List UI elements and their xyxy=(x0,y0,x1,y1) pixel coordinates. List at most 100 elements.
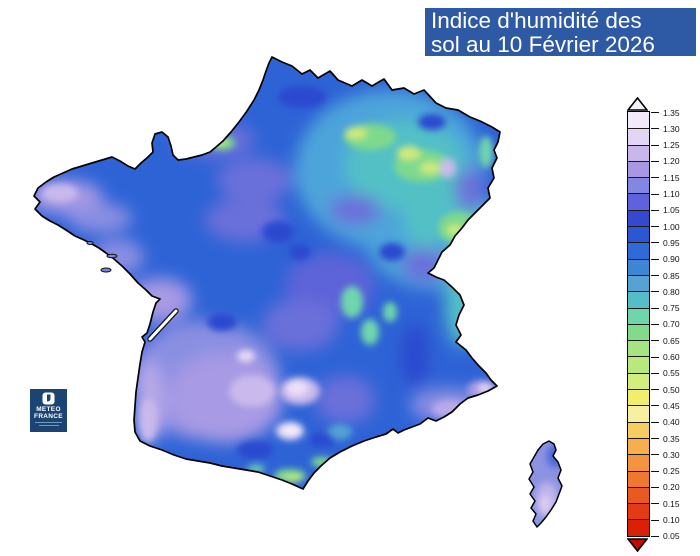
legend-tick-label: 0.85 xyxy=(663,270,680,281)
legend-segment xyxy=(628,519,649,536)
legend-segment xyxy=(628,470,649,487)
legend-segment xyxy=(628,323,649,341)
map-title: Indice d'humidité des sol au 10 Février … xyxy=(425,8,696,56)
legend-segment xyxy=(628,307,649,324)
legend-tick-label: 0.45 xyxy=(663,400,680,411)
legend-tick-label: 0.20 xyxy=(663,482,680,493)
legend-tick-label: 1.00 xyxy=(663,221,680,232)
legend-tick-label: 1.35 xyxy=(663,107,680,118)
legend-segment xyxy=(628,128,649,145)
legend-segment xyxy=(628,340,649,357)
legend-tick-mark xyxy=(651,454,659,456)
legend-tick-mark xyxy=(651,323,659,325)
legend-tick-label: 0.25 xyxy=(663,466,680,477)
legend-tick-label: 0.70 xyxy=(663,319,680,330)
legend-tick-label: 1.30 xyxy=(663,123,680,134)
legend-segment xyxy=(628,160,649,178)
legend-tick-mark xyxy=(651,356,659,358)
legend-segment xyxy=(628,209,649,227)
legend-tick-mark xyxy=(651,209,659,211)
legend-segment xyxy=(628,258,649,275)
legend-up-arrow xyxy=(627,97,648,111)
map-title-line2: sol au 10 Février 2026 xyxy=(431,31,655,57)
down-arrow-shape xyxy=(627,538,648,552)
legend-tick-mark xyxy=(651,177,659,179)
meteo-france-logo: METEO FRANCE xyxy=(30,389,67,432)
legend-tick-mark xyxy=(651,340,659,342)
legend-segment xyxy=(628,226,649,243)
legend-segment xyxy=(628,454,649,471)
legend-tick-mark xyxy=(651,291,659,293)
legend-tick-mark xyxy=(651,258,659,260)
legend-segment xyxy=(628,112,649,129)
legend-tick-mark xyxy=(651,389,659,391)
legend-bar xyxy=(627,111,650,537)
legend-segment xyxy=(628,437,649,455)
coastal-islands xyxy=(86,241,118,273)
legend-tick-label: 1.15 xyxy=(663,172,680,183)
legend-segment xyxy=(628,486,649,504)
legend-segment xyxy=(628,193,649,210)
legend-tick-label: 0.50 xyxy=(663,384,680,395)
legend-tick-label: 0.75 xyxy=(663,303,680,314)
legend-tick-mark xyxy=(651,307,659,309)
logo-tagline-bar1 xyxy=(35,421,62,423)
legend-tick-label: 1.20 xyxy=(663,156,680,167)
legend-tick-label: 0.80 xyxy=(663,286,680,297)
legend-tick-mark xyxy=(651,275,659,276)
legend-tick-label: 0.35 xyxy=(663,433,680,444)
legend-segment xyxy=(628,242,649,259)
legend-segment xyxy=(628,372,649,390)
legend-segment xyxy=(628,503,649,520)
legend-segment xyxy=(628,291,649,308)
legend-segment xyxy=(628,274,649,292)
legend-tick-mark xyxy=(651,112,659,113)
legend-tick-mark xyxy=(651,535,659,537)
legend-tick-label: 1.10 xyxy=(663,189,680,199)
logo-tagline-bar2 xyxy=(38,424,59,426)
legend-segment xyxy=(628,177,649,194)
legend-tick-mark xyxy=(651,372,659,374)
legend-tick-mark xyxy=(651,421,659,423)
legend-tick-label: 1.25 xyxy=(663,140,680,151)
legend-tick-label: 0.15 xyxy=(663,498,680,509)
legend-tick-label: 1.05 xyxy=(663,205,680,216)
legend-tick-label: 0.30 xyxy=(663,449,680,460)
legend-tick-mark xyxy=(651,242,659,244)
legend-tick-label: 0.60 xyxy=(663,352,680,362)
legend-tick-label: 0.90 xyxy=(663,254,680,265)
legend-segment xyxy=(628,389,649,406)
legend-tick-mark xyxy=(651,438,659,439)
legend-tick-label: 0.40 xyxy=(663,417,680,428)
legend-tick-mark xyxy=(651,405,659,407)
legend-down-arrow xyxy=(627,538,648,552)
legend-tick-mark xyxy=(651,128,659,130)
logo-text-line2: FRANCE xyxy=(34,413,63,420)
legend-tick-mark xyxy=(651,193,659,195)
color-scale-legend: 1.35 1.30 1.25 1.20 1.15 1.10 1.05 1.00 0.95 0.90… xyxy=(627,97,700,552)
legend-tick-mark xyxy=(651,519,659,521)
legend-tick-label: 0.10 xyxy=(663,515,680,525)
legend-tick-mark xyxy=(651,226,659,228)
legend-tick-label: 0.65 xyxy=(663,335,680,346)
logo-text-line1: METEO xyxy=(36,406,61,413)
legend-tick-mark xyxy=(651,486,659,488)
legend-tick-label: 0.05 xyxy=(663,531,680,542)
legend-tick-mark xyxy=(651,503,659,505)
humidity-zones xyxy=(34,86,500,483)
up-arrow-shape xyxy=(627,97,648,111)
legend-tick-label: 0.55 xyxy=(663,368,680,379)
legend-segment xyxy=(628,356,649,373)
legend-tick-mark xyxy=(651,160,659,162)
legend-tick-mark xyxy=(651,470,659,472)
legend-segment xyxy=(628,421,649,438)
legend-segment xyxy=(628,144,649,161)
legend-segment xyxy=(628,405,649,422)
meteo-france-icon xyxy=(42,392,55,405)
legend-tick-label: 0.95 xyxy=(663,237,680,248)
map-title-line1: Indice d'humidité des xyxy=(431,8,642,33)
gironde-estuary xyxy=(147,308,179,342)
legend-tick-mark xyxy=(651,144,659,146)
